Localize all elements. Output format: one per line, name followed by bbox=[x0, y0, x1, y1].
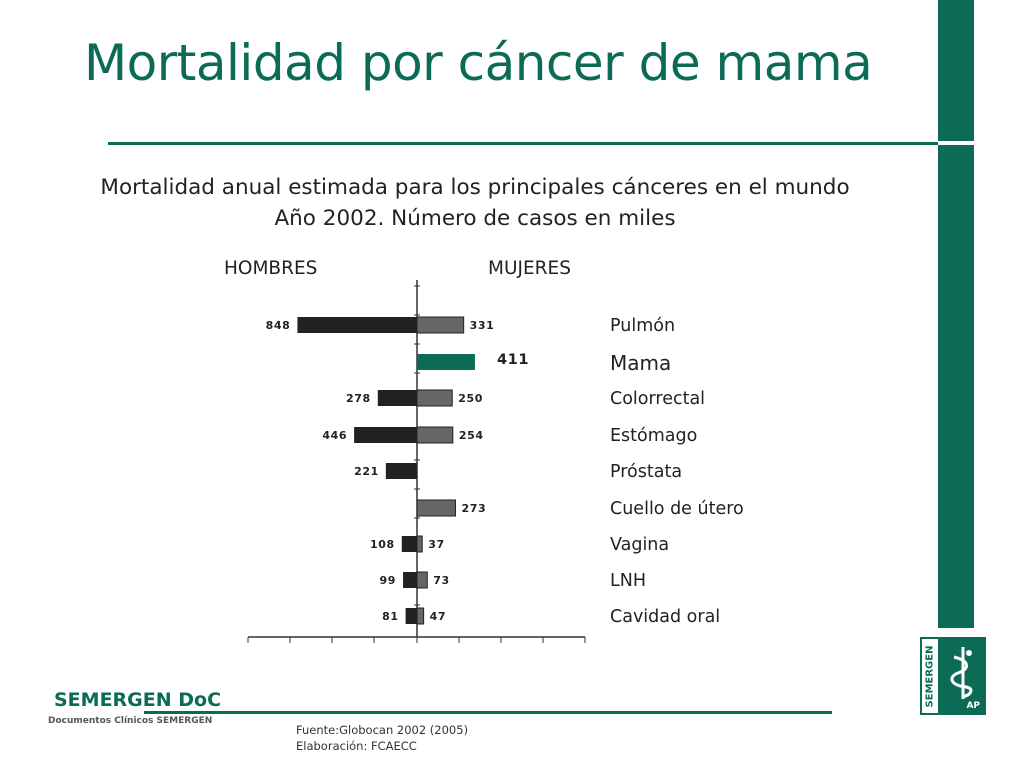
value-label-hombres: 99 bbox=[380, 574, 397, 587]
title-rule bbox=[108, 142, 938, 145]
value-label-hombres: 446 bbox=[322, 429, 347, 442]
category-label: Colorrectal bbox=[610, 389, 705, 409]
value-label-hombres: 221 bbox=[354, 465, 379, 478]
value-label-mujeres: 254 bbox=[459, 429, 484, 442]
bar-hombres bbox=[377, 390, 417, 406]
footer-subtitle: Documentos Clínicos SEMERGEN bbox=[48, 716, 213, 726]
bar-hombres bbox=[403, 572, 417, 588]
category-label: Próstata bbox=[610, 462, 682, 482]
bar-hombres bbox=[385, 463, 417, 479]
footer-rule bbox=[144, 711, 832, 714]
logo-text: SEMERGEN bbox=[924, 645, 936, 707]
bar-mujeres bbox=[416, 571, 428, 589]
value-label-mujeres: 250 bbox=[458, 392, 483, 405]
category-label: LNH bbox=[610, 571, 646, 591]
bar-mujeres bbox=[416, 499, 456, 517]
caduceus-icon bbox=[950, 647, 973, 699]
value-label-hombres: 848 bbox=[266, 319, 291, 332]
value-label-hombres: 108 bbox=[370, 538, 395, 551]
bar-mujeres bbox=[416, 607, 425, 625]
right-accent-bar bbox=[938, 0, 974, 628]
bar-hombres bbox=[354, 427, 417, 443]
value-label-hombres: 81 bbox=[382, 610, 399, 623]
semergen-logo: SEMERGEN AP bbox=[920, 637, 986, 715]
source-line-1: Fuente:Globocan 2002 (2005) bbox=[296, 723, 469, 737]
category-label: Pulmón bbox=[610, 316, 675, 336]
value-label-mujeres: 331 bbox=[470, 319, 495, 332]
value-label-mujeres: 37 bbox=[428, 538, 445, 551]
bar-hombres bbox=[297, 317, 417, 333]
value-label-hombres: 278 bbox=[346, 392, 371, 405]
bar-mujeres bbox=[417, 354, 475, 370]
category-label: Vagina bbox=[610, 535, 669, 555]
category-label: Cuello de útero bbox=[610, 499, 744, 519]
value-label-mujeres: 47 bbox=[430, 610, 447, 623]
footer-brand: SEMERGEN DoC bbox=[54, 689, 222, 711]
bar-hombres bbox=[401, 536, 417, 552]
value-label-mujeres: 273 bbox=[461, 502, 486, 515]
bar-mujeres bbox=[416, 535, 423, 553]
logo-ap: AP bbox=[966, 701, 980, 711]
value-label-mujeres: 73 bbox=[433, 574, 450, 587]
bar-hombres bbox=[405, 608, 417, 624]
category-label: Cavidad oral bbox=[610, 607, 720, 627]
source-note: Fuente:Globocan 2002 (2005) Elaboración:… bbox=[296, 722, 468, 754]
right-bar-gap bbox=[938, 141, 974, 145]
category-label: Mama bbox=[610, 351, 671, 375]
bar-mujeres bbox=[416, 316, 465, 334]
logo-wordmark: SEMERGEN bbox=[922, 639, 938, 713]
bar-mujeres bbox=[416, 426, 454, 444]
subtitle-line-1: Mortalidad anual estimada para los princ… bbox=[100, 175, 850, 200]
category-label: Estómago bbox=[610, 426, 697, 446]
source-line-2: Elaboración: FCAECC bbox=[296, 739, 417, 753]
mujeres-label: MUJERES bbox=[488, 258, 571, 279]
hombres-label: HOMBRES bbox=[224, 258, 318, 279]
subtitle-line-2: Año 2002. Número de casos en miles bbox=[274, 206, 676, 231]
slide-title: Mortalidad por cáncer de mama bbox=[84, 34, 873, 92]
chart-subtitle: Mortalidad anual estimada para los princ… bbox=[60, 172, 890, 234]
bar-mujeres bbox=[416, 389, 453, 407]
value-label-mujeres: 411 bbox=[497, 352, 529, 368]
